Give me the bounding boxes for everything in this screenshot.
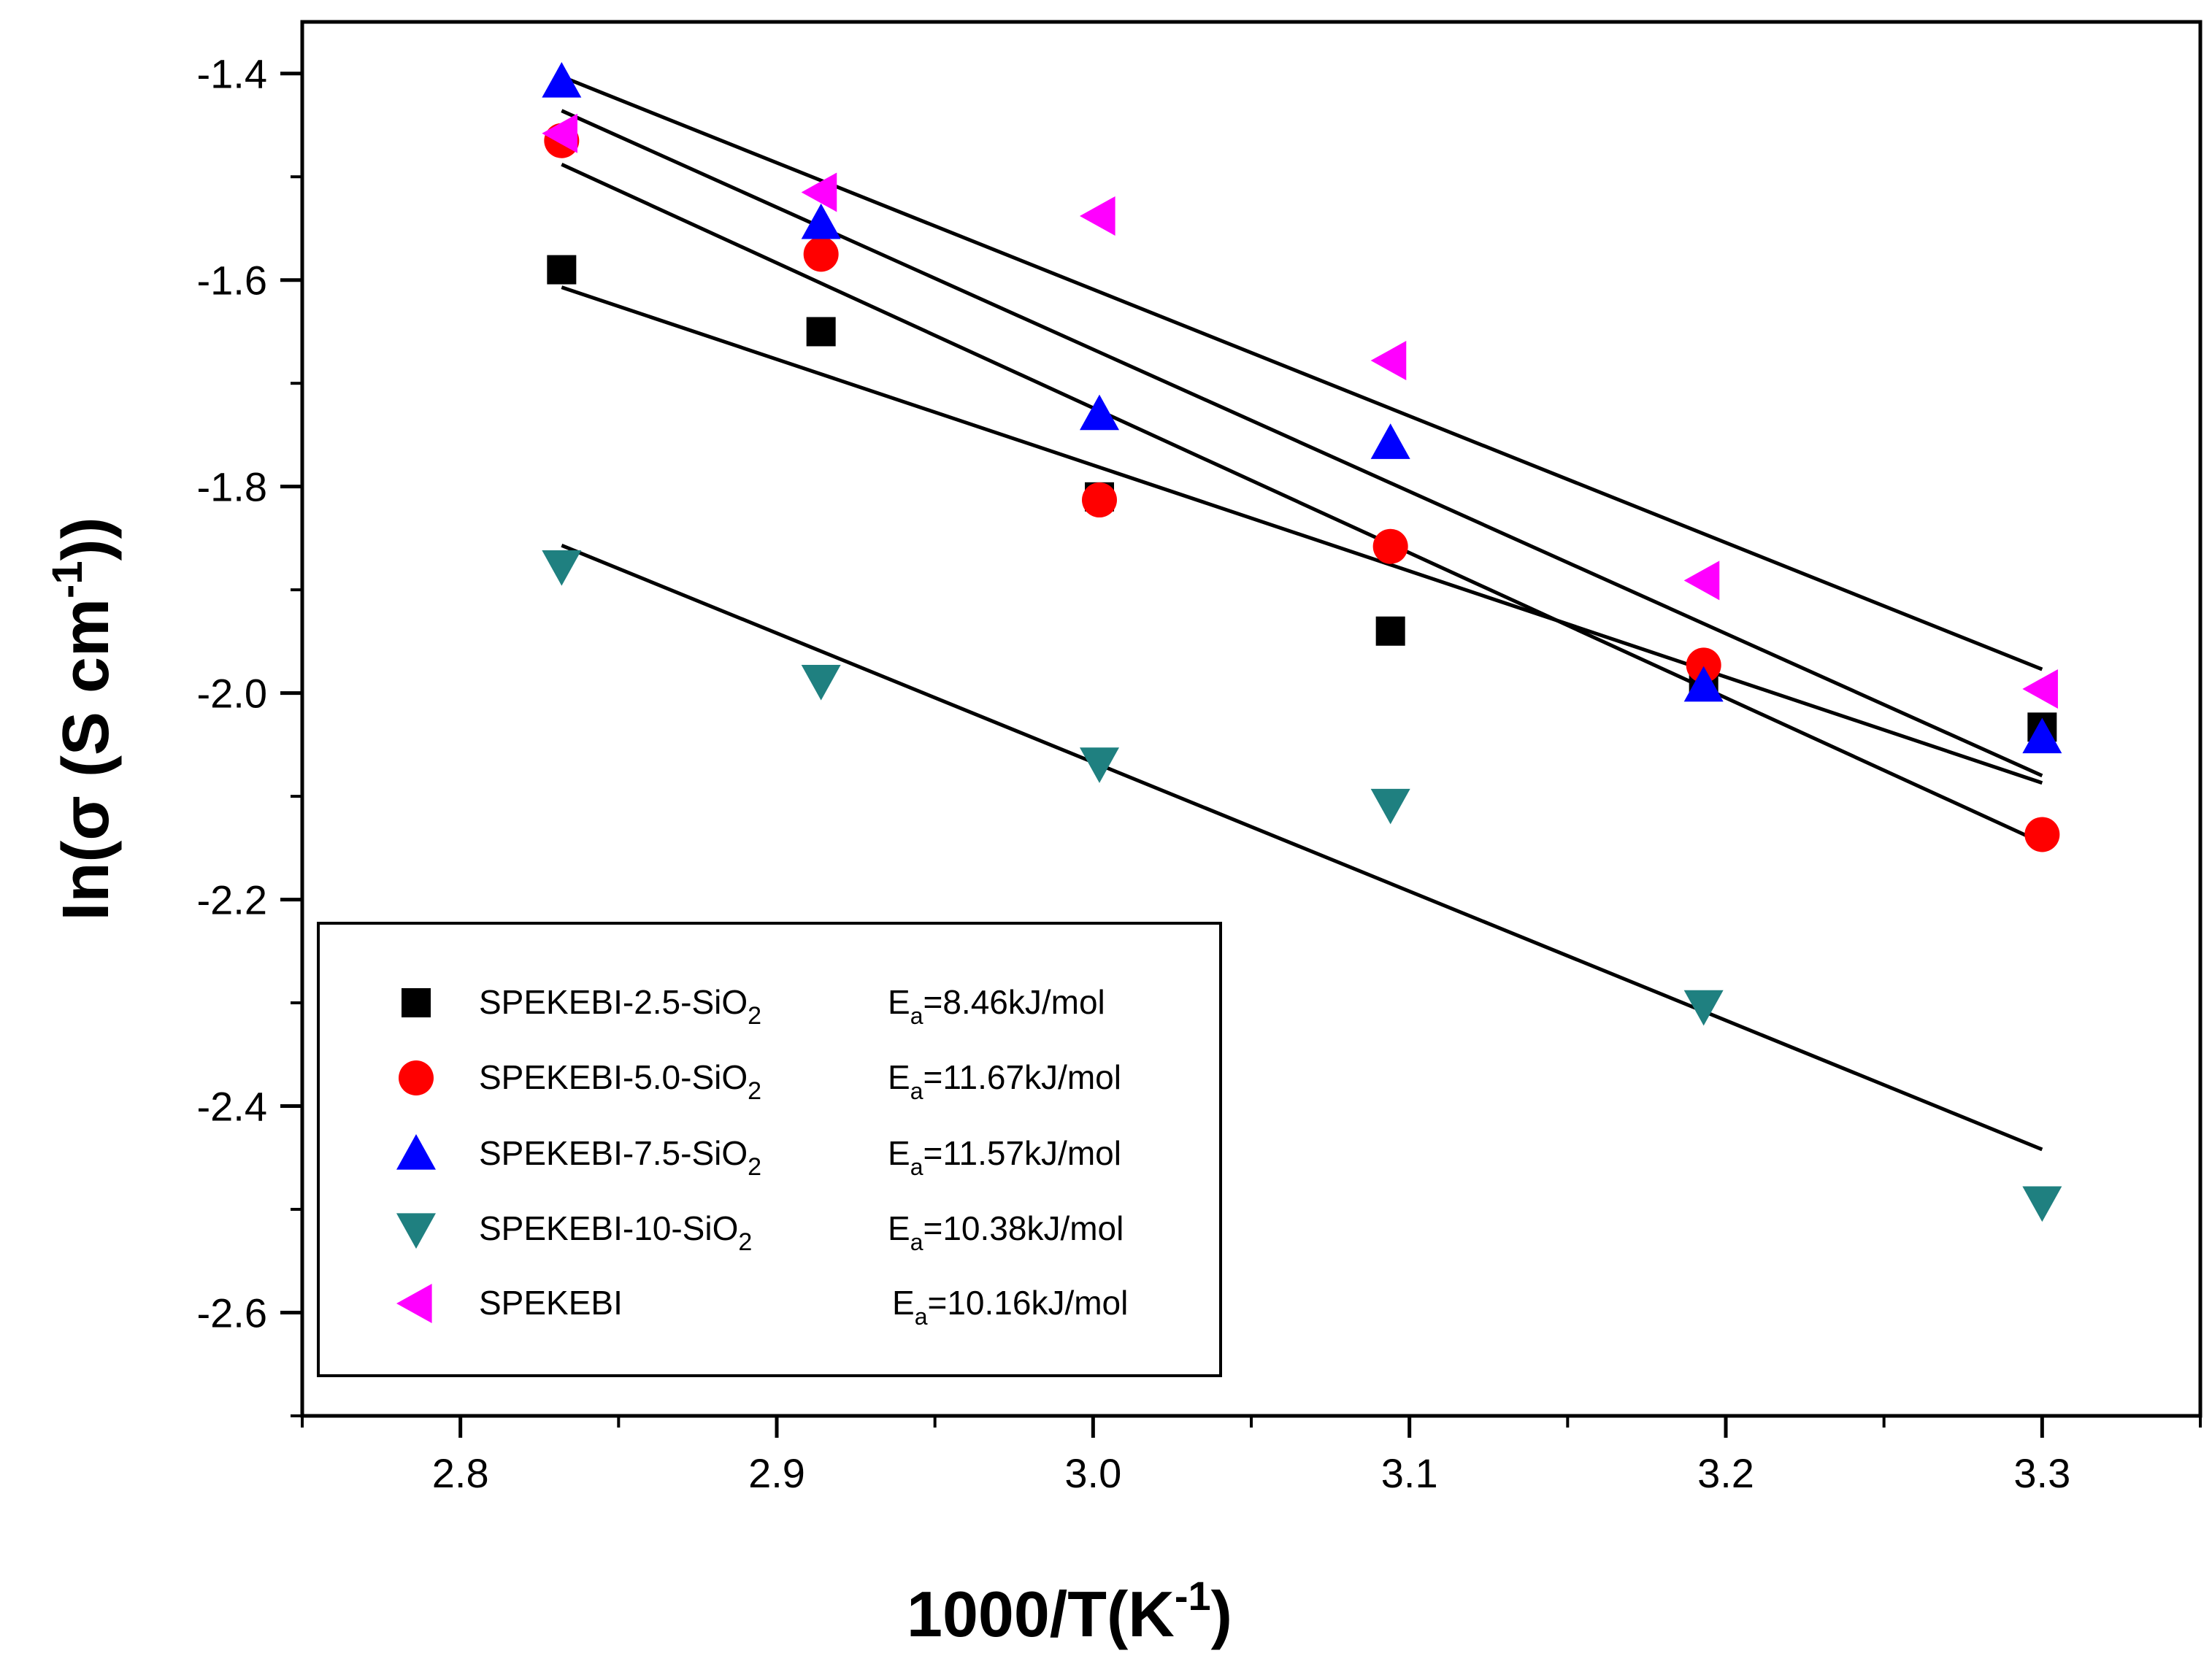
legend-ea-0-value: =8.46kJ/mol [923,983,1105,1021]
legend-ea-2-sub: a [910,1154,923,1180]
data-point-series-4 [2022,669,2058,709]
legend-label-2: SPEKEBI-7.5-SiO2 [479,1134,761,1181]
data-point-series-2 [1080,394,1119,431]
legend-ea-4-prefix: E [892,1284,915,1322]
legend-marker-4 [396,1284,432,1323]
y-tick-label: -1.6 [197,258,268,304]
data-point-series-1 [1372,528,1408,564]
legend-ea-1-value: =11.67kJ/mol [923,1058,1121,1096]
y-tick-label: -2.0 [197,671,268,717]
y-axis-title-sup: -1 [44,561,91,598]
legend-ea-4: Ea=10.16kJ/mol [892,1284,1128,1330]
fit-line-series-2 [561,109,2043,778]
data-point-series-0 [547,255,577,285]
axes-ticks: 2.8 2.9 3.0 3.1 3.2 3.3 -1.4 -1.6 -1.8 -2.0 -2.2 -2… [197,51,2202,1496]
legend-label-0-main: SPEKEBI-2.5-SiO [479,983,748,1021]
legend-label-3-sub: 2 [738,1228,752,1256]
legend-marker-2 [396,1134,436,1170]
legend-ea-0-prefix: E [888,983,910,1021]
markers [542,62,2062,1222]
legend-ea-1-sub: a [910,1078,923,1104]
legend-label-2-main: SPEKEBI-7.5-SiO [479,1134,748,1172]
legend-label-3-main: SPEKEBI-10-SiO [479,1209,738,1247]
legend-label-0-sub: 2 [748,1002,761,1030]
data-point-series-4 [1370,341,1407,381]
legend-ea-2: Ea=11.57kJ/mol [888,1134,1121,1180]
y-axis-title: In(σ (S cm-1)) [44,517,123,920]
data-point-series-4 [542,113,577,153]
data-point-series-3 [1080,747,1119,783]
data-point-series-3 [2022,1186,2062,1222]
fit-line-series-4 [561,74,2043,671]
legend-label-1: SPEKEBI-5.0-SiO2 [479,1058,761,1105]
data-point-series-4 [1080,196,1115,236]
y-tick-label: -1.8 [197,464,268,510]
x-tick-label: 3.1 [1381,1450,1438,1496]
legend-label-2-sub: 2 [748,1153,761,1181]
legend-label-0: SPEKEBI-2.5-SiO2 [479,983,761,1030]
legend-markers [396,988,436,1323]
legend-ea-1-prefix: E [888,1058,910,1096]
y-axis-title-main: In(σ (S cm [50,598,123,921]
legend-ea-2-value: =11.57kJ/mol [923,1134,1121,1172]
data-point-series-2 [2022,717,2062,754]
fit-line-series-1 [561,162,2043,845]
legend-ea-1: Ea=11.67kJ/mol [888,1058,1121,1104]
data-point-series-3 [801,665,841,701]
y-tick-label: -2.4 [197,1084,268,1130]
x-axis-title: 1000/T(K-1) [907,1573,1232,1650]
data-point-series-2 [1683,666,1724,702]
x-tick-label: 2.8 [432,1450,489,1496]
legend-label-3: SPEKEBI-10-SiO2 [479,1209,752,1256]
y-tick-label: -1.4 [197,51,268,97]
data-point-series-2 [542,62,582,98]
legend-label-4-main: SPEKEBI [479,1284,623,1322]
data-point-series-4 [1683,561,1720,601]
legend-ea-3-prefix: E [888,1209,910,1247]
legend-ea-4-sub: a [915,1303,928,1330]
y-tick-label: -2.2 [197,877,268,923]
legend-ea-3: Ea=10.38kJ/mol [888,1209,1124,1255]
data-point-series-2 [1370,423,1410,459]
legend-label-4: SPEKEBI [479,1284,623,1322]
x-tick-label: 3.3 [2013,1450,2070,1496]
data-point-series-1 [1082,482,1117,518]
data-point-series-1 [1686,647,1721,683]
data-point-series-3 [542,550,582,586]
legend-marker-0 [402,988,431,1017]
fit-lines [561,74,2043,1152]
legend-label-1-main: SPEKEBI-5.0-SiO [479,1058,748,1096]
fit-line-series-0 [561,285,2043,785]
x-axis-title-sup: -1 [1175,1573,1211,1619]
x-tick-label: 3.2 [1697,1450,1754,1496]
legend-ea-0: Ea=8.46kJ/mol [888,983,1105,1029]
legend-ea-3-sub: a [910,1229,923,1255]
x-tick-label: 3.0 [1064,1450,1121,1496]
legend-box [317,922,1222,1377]
data-point-series-3 [1683,990,1724,1026]
y-axis-title-tail: )) [50,517,123,561]
legend-label-1-sub: 2 [748,1077,761,1105]
legend-ea-0-sub: a [910,1003,923,1029]
x-tick-label: 2.9 [748,1450,805,1496]
data-point-series-2 [801,203,841,239]
data-point-series-4 [801,172,837,212]
legend-ea-3-value: =10.38kJ/mol [923,1209,1124,1247]
x-axis-title-tail: ) [1211,1578,1232,1650]
data-point-series-0 [1375,616,1405,646]
data-point-series-3 [1370,788,1410,825]
legend-ea-4-value: =10.16kJ/mol [927,1284,1128,1322]
legend-marker-3 [396,1213,436,1249]
x-axis-title-main: 1000/T(K [907,1578,1175,1650]
data-point-series-1 [803,236,839,272]
legend: SPEKEBI-2.5-SiO2 Ea=8.46kJ/mol SPEKEBI-5… [317,922,1222,1377]
data-point-series-1 [2024,817,2060,852]
legend-marker-1 [399,1060,434,1095]
legend-ea-2-prefix: E [888,1134,910,1172]
data-point-series-0 [806,317,836,347]
fit-line-series-3 [561,543,2043,1152]
y-tick-label: -2.6 [197,1290,268,1336]
